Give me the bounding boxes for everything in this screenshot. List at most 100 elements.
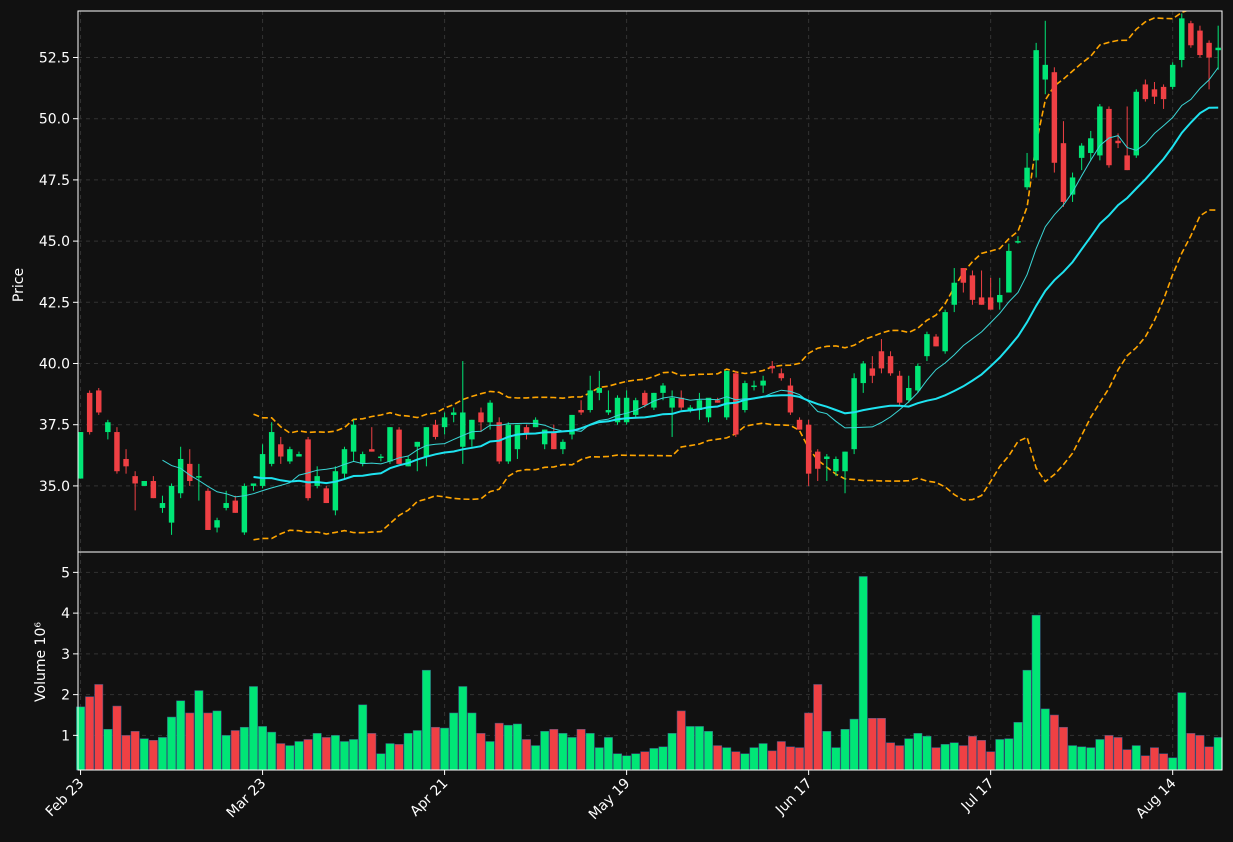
volume-bar [103,729,113,771]
volume-bar [230,730,240,771]
candle-up [1069,177,1076,195]
volume-bar [94,684,104,771]
volume-bar [1186,733,1196,771]
volume-bar [403,733,413,771]
candle-up [196,476,202,478]
candle-down [96,390,102,413]
volume-bar [85,696,95,771]
volume-bar [877,718,886,771]
candle-up [569,414,575,435]
candle-down [805,424,812,474]
price-gridlines [78,11,1222,552]
candle-up [1078,145,1085,158]
volume-bar [321,737,331,771]
volume-bar [1040,708,1050,771]
volume-bar [676,710,686,771]
candle-down [396,429,402,464]
volume-bar [758,743,768,771]
candle-up [241,485,248,533]
volume-bar [1059,726,1068,771]
volume-bar [840,729,850,771]
candle-up [833,458,839,472]
volume-bar [112,705,122,771]
volume-bar [831,747,841,771]
candle-up [268,432,275,464]
volume-bar [931,747,941,771]
volume-bar [540,731,550,771]
volume-panel-frame [77,551,1223,771]
candle-down [578,410,584,413]
candle-up [1097,106,1103,156]
volume-bar [740,753,750,771]
candle-up [460,412,466,447]
candle-up [177,458,184,494]
candle-up [623,397,630,423]
candle-up [951,282,957,305]
volume-bar [704,731,713,771]
volume-bar [249,686,258,771]
volume-bar [285,745,295,771]
volume-bar [194,690,204,771]
candle-up [159,503,166,508]
candle-down [369,449,375,452]
volume-bar [795,747,804,771]
volume-tick-label: 5 [61,565,70,581]
volume-bar [1022,669,1032,771]
volume-bar [431,726,440,771]
candle-up [1169,64,1176,87]
candle-down [869,368,876,376]
volume-bar [294,741,304,771]
candle-up [696,400,703,411]
volume-bar [913,733,923,771]
candle-up [751,385,757,388]
candle-up [250,483,257,486]
volume-tick-label: 2 [61,688,70,704]
candle-down [678,397,684,408]
volume-bar [1140,755,1150,771]
volume-bar [613,753,622,771]
candle-up [77,432,84,479]
volume-bar [804,712,814,771]
candle-up [1179,18,1185,60]
volume-bar [212,710,222,771]
price-tick-label: 35.0 [39,479,70,495]
candle-down [815,451,821,469]
price-tick-label: 52.5 [39,51,70,67]
price-tick-label: 47.5 [39,173,70,189]
price-y-ticks: 35.0 37.5 40.0 42.5 45.0 47.5 50.0 52.5 [39,51,78,495]
volume-bar [1068,745,1077,771]
price-axis-label: Price [11,268,27,302]
price-tick-label: 45.0 [39,234,70,250]
volume-bar [886,742,895,771]
volume-bar [1004,738,1014,771]
candle-down [114,432,120,472]
volume-bar [1131,745,1141,771]
volume-bar [203,712,213,771]
volume-bar [130,731,140,771]
candle-up [469,419,475,440]
volume-bar [421,669,431,771]
volume-bar [267,731,277,771]
volume-bar [722,747,732,771]
volume-bar [767,750,777,771]
candle-up [505,424,512,462]
volume-bar [867,718,877,771]
volume-bar [1122,749,1132,771]
candle-up [906,387,912,401]
volume-bar [904,738,914,771]
candle-up [541,429,548,445]
candle-down [887,356,894,374]
volume-bar [1195,735,1205,771]
volume-bar [239,726,249,771]
candle-up [168,485,175,523]
ma-short-line [162,67,1219,498]
candle-down [1051,72,1058,163]
volume-bar [139,738,149,771]
price-tick-label: 40.0 [39,357,70,373]
volume-bar [640,751,650,771]
volume-bar [822,731,832,771]
volume-bar [667,733,677,771]
volume-bar [1049,714,1059,771]
candle-down [1151,89,1158,97]
candle-up [723,370,730,418]
